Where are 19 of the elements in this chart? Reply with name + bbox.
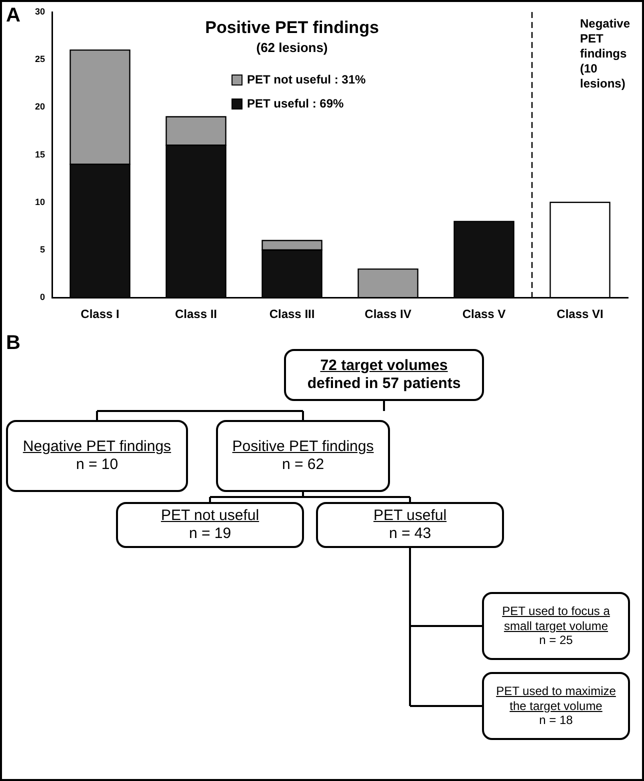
y-tick-label: 20 [34, 102, 46, 112]
x-tick-label: Class II [174, 307, 218, 322]
legend-label: PET not useful : 31% [247, 72, 366, 86]
x-tick-label: Class V [462, 307, 506, 322]
legend-label: PET useful : 69% [247, 96, 344, 110]
chart-title: Positive PET findings [205, 18, 379, 38]
x-tick-label: Class IV [364, 307, 412, 322]
annotation: Negative PET findings (10 lesions) [580, 16, 630, 90]
y-tick-label: 30 [34, 6, 46, 16]
x-tick-label: Class VI [556, 307, 604, 322]
y-tick-label: 10 [34, 196, 46, 207]
y-tick-label: 5 [40, 244, 46, 254]
y-tick-label: 25 [34, 54, 46, 64]
text: (62 lesions) [256, 40, 328, 56]
text: A [6, 4, 20, 27]
y-tick-label: 0 [40, 292, 46, 302]
y-tick-label: 15 [34, 149, 46, 160]
x-tick-label: Class I [80, 307, 120, 322]
x-tick-label: Class III [269, 307, 315, 322]
